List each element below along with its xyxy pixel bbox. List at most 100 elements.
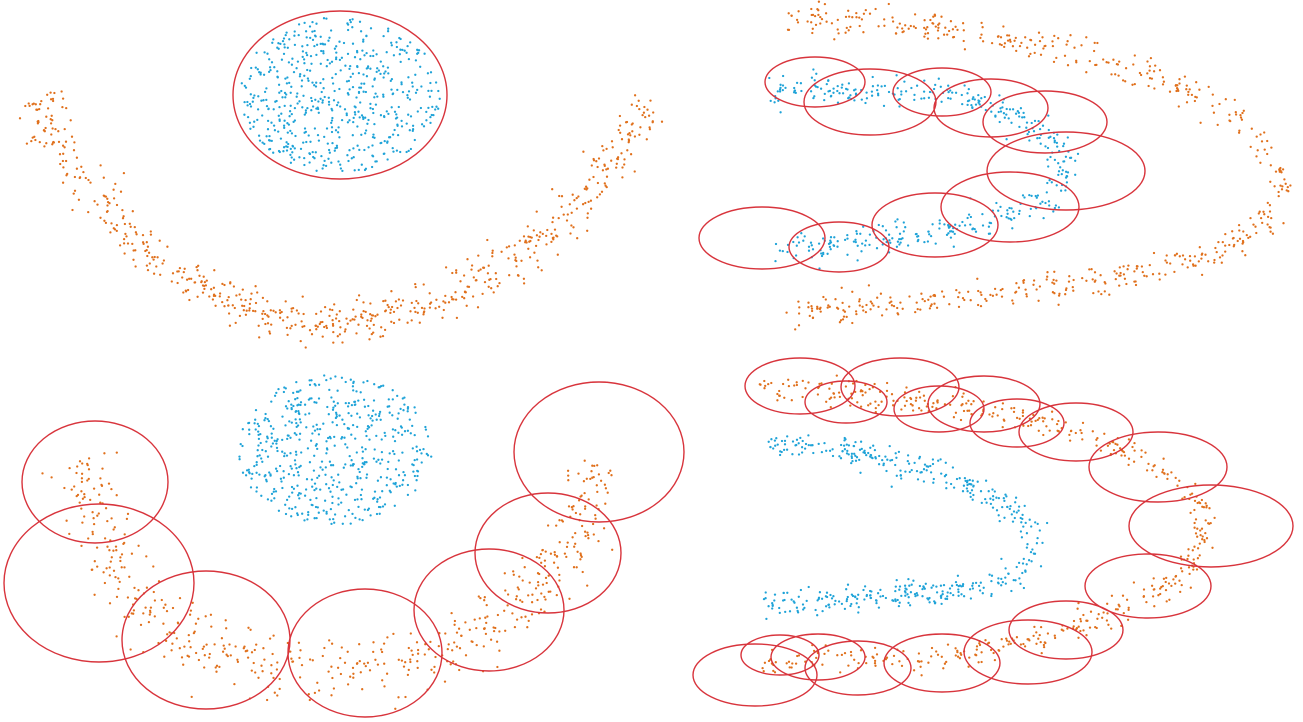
data-point [954, 647, 957, 650]
data-point [147, 620, 151, 624]
data-point [372, 111, 375, 115]
data-point [297, 33, 300, 37]
data-point [402, 409, 405, 412]
data-point [1123, 277, 1127, 280]
data-point [58, 153, 62, 156]
data-point [25, 142, 29, 145]
data-point [1037, 31, 1041, 34]
data-point [1066, 171, 1070, 174]
data-point [268, 58, 271, 61]
data-point [188, 277, 191, 280]
data-point [388, 136, 392, 139]
data-point [1006, 209, 1009, 212]
data-point [313, 691, 317, 695]
data-point [537, 238, 540, 242]
data-point [73, 189, 77, 192]
data-point [122, 215, 125, 218]
data-point [957, 295, 960, 299]
data-point [1046, 181, 1049, 185]
data-point [503, 572, 506, 575]
data-point [1191, 549, 1194, 552]
data-point [236, 658, 239, 661]
data-point [275, 668, 279, 671]
data-point [301, 295, 304, 298]
data-point [912, 25, 916, 28]
data-point [800, 446, 804, 449]
data-point [839, 319, 843, 322]
data-point [51, 127, 54, 130]
data-point [228, 324, 232, 327]
data-point [978, 643, 982, 647]
data-point [361, 49, 364, 52]
data-point [900, 90, 903, 93]
data-point [977, 99, 980, 102]
data-point [868, 12, 872, 15]
data-point [145, 586, 149, 589]
data-point [1045, 278, 1048, 281]
data-point [903, 590, 907, 593]
data-point [298, 676, 302, 679]
data-point [1050, 181, 1053, 184]
data-point [1022, 281, 1025, 284]
data-point [331, 76, 334, 80]
data-point [864, 391, 867, 394]
data-point [844, 31, 847, 34]
data-point [303, 21, 306, 25]
data-point [859, 232, 862, 235]
data-point [813, 14, 817, 18]
data-point [384, 299, 387, 302]
data-point [846, 449, 849, 453]
data-point [278, 118, 281, 121]
data-point [478, 617, 481, 620]
data-point [369, 514, 372, 517]
data-point [426, 435, 430, 438]
data-point [373, 448, 376, 451]
data-point [363, 662, 366, 665]
data-point [36, 108, 39, 111]
data-point [171, 272, 175, 275]
data-point [344, 463, 347, 466]
data-point [979, 291, 982, 294]
data-point [1270, 146, 1273, 149]
data-point [1112, 448, 1116, 452]
data-point [503, 609, 506, 612]
data-point [587, 498, 590, 501]
data-point [1214, 246, 1217, 250]
data-point [350, 459, 353, 462]
data-point [424, 425, 427, 429]
data-point [552, 238, 555, 241]
data-point [300, 79, 304, 82]
data-point [851, 16, 854, 19]
data-point [883, 24, 886, 27]
data-point [955, 477, 959, 481]
data-point [462, 274, 466, 277]
data-point [514, 258, 517, 262]
data-point [365, 461, 368, 464]
data-point [87, 468, 91, 471]
data-point [327, 487, 331, 490]
panel-2-cluster-circles [698, 56, 1146, 273]
data-point [1041, 541, 1044, 545]
data-point [1186, 266, 1189, 269]
data-point [332, 406, 335, 409]
data-point [1022, 279, 1025, 283]
data-point [823, 92, 826, 96]
data-point [279, 311, 282, 315]
data-point [370, 414, 374, 418]
data-point [249, 486, 253, 489]
data-point [901, 307, 904, 310]
data-point [247, 626, 250, 629]
data-point [398, 53, 401, 56]
data-point [339, 167, 343, 170]
data-point [324, 466, 327, 469]
data-point [145, 248, 148, 252]
data-point [127, 615, 130, 618]
data-point [772, 669, 775, 673]
data-point [270, 492, 274, 496]
data-point [288, 495, 291, 498]
data-point [304, 346, 307, 349]
data-point [790, 598, 793, 601]
data-point [984, 497, 987, 501]
data-point [321, 320, 324, 324]
data-point [147, 251, 151, 254]
